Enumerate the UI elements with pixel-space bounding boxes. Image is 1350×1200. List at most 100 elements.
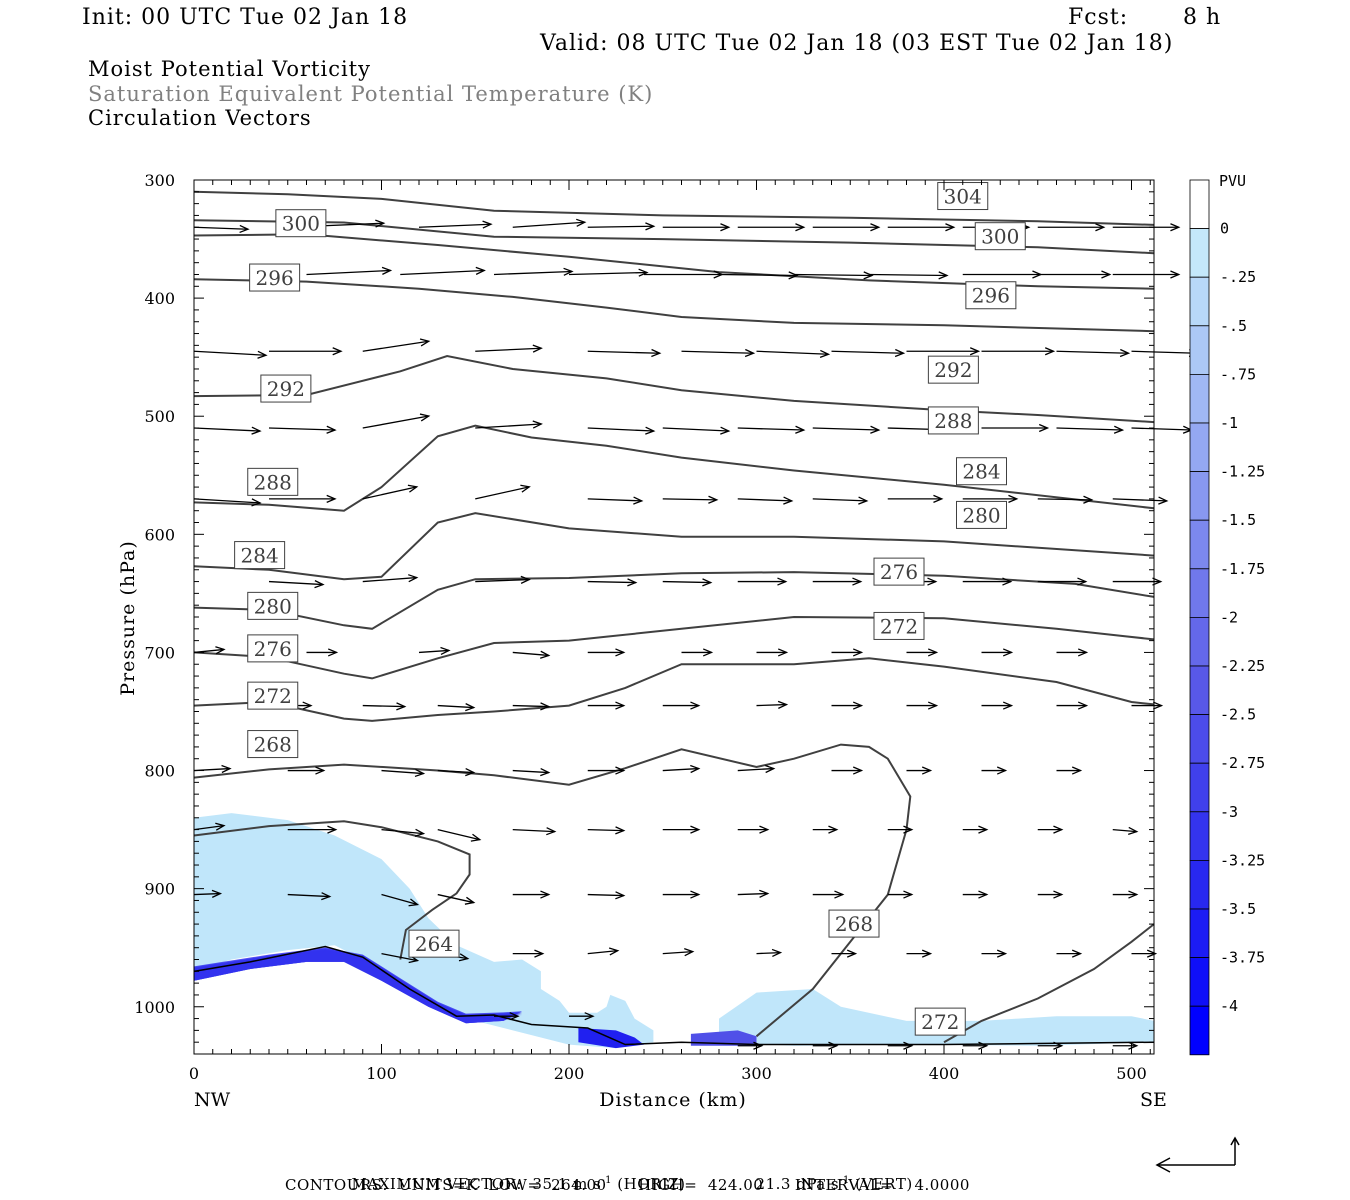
vector-head xyxy=(903,825,914,834)
vector-arrow xyxy=(437,893,476,905)
vector-head xyxy=(933,494,944,503)
vector-shaft xyxy=(193,892,221,896)
vector-head xyxy=(375,219,386,228)
vector-head xyxy=(927,648,939,657)
contour-label-box xyxy=(247,681,299,710)
vector-arrow xyxy=(193,889,223,898)
vector-head xyxy=(870,223,881,232)
vector-shaft xyxy=(268,580,324,586)
vector-arrow xyxy=(587,222,656,231)
vector-arrow xyxy=(906,701,939,710)
vector-arrow xyxy=(887,890,914,899)
colorbar-label: -.5 xyxy=(1220,317,1247,335)
vector-head xyxy=(1002,701,1014,710)
vector-arrow xyxy=(887,825,914,834)
vector-arrow xyxy=(1131,348,1200,358)
vector-arrow xyxy=(662,578,713,587)
y-tick-label: 600 xyxy=(144,525,175,544)
vector-shaft xyxy=(193,498,261,504)
vector-head xyxy=(1044,347,1056,356)
vector-arrow xyxy=(193,350,268,359)
colorbar-label: 0 xyxy=(1220,220,1229,238)
contour-line xyxy=(193,278,1155,333)
vector-head xyxy=(852,577,863,586)
vector-arrow xyxy=(887,494,944,503)
vector-head xyxy=(996,949,1008,958)
vector-shaft xyxy=(737,892,768,896)
contour-line xyxy=(193,512,1155,581)
y-tick-label: 1000 xyxy=(134,998,175,1017)
contour-label-box xyxy=(247,467,299,496)
mpv-shade-core xyxy=(690,1030,757,1046)
contour-label-box xyxy=(914,1007,966,1036)
vector-shaft xyxy=(793,273,873,277)
vector-head xyxy=(1127,826,1139,836)
vector-head xyxy=(852,766,864,775)
x-axis-right-label: SE xyxy=(1140,1089,1167,1111)
contour-info-footer: CONTOURS: UNITS=K LOW= 264.00 HIGH= 424.… xyxy=(285,1176,970,1194)
vector-arrow xyxy=(381,828,426,837)
vector-head xyxy=(470,833,482,842)
contour-label-box xyxy=(965,281,1017,310)
contour-line xyxy=(193,820,471,960)
vector-head xyxy=(921,766,933,775)
contour-line xyxy=(193,190,1155,226)
max-vector-vert-exp: -1 xyxy=(839,1175,850,1186)
vector-arrow xyxy=(400,266,486,276)
vector-shaft xyxy=(587,893,624,897)
vector-head xyxy=(615,648,626,657)
vector-head xyxy=(903,890,914,899)
vector-shaft xyxy=(512,704,549,708)
forecast-label: Fcst: xyxy=(1068,5,1129,30)
vector-arrow xyxy=(662,948,695,957)
vector-arrow xyxy=(512,702,551,711)
vector-shaft xyxy=(362,704,405,708)
vector-head xyxy=(720,223,731,232)
vector-arrow xyxy=(1037,890,1064,899)
vector-head xyxy=(440,646,451,656)
vector-head xyxy=(608,947,620,956)
vector-arrow xyxy=(662,701,701,710)
valid-time: Valid: 08 UTC Tue 02 Jan 18 (03 EST Tue … xyxy=(540,31,1174,56)
vector-head xyxy=(690,890,701,899)
vector-head xyxy=(720,426,731,435)
colorbar-cell xyxy=(1189,957,1210,1007)
vector-shaft xyxy=(587,580,636,584)
vector-shaft xyxy=(587,498,642,502)
vector-arrow xyxy=(1112,270,1181,279)
max-vector-horiz-unit: (HORIZ) xyxy=(612,1175,686,1193)
vector-head xyxy=(702,648,714,657)
y-tick-label: 500 xyxy=(144,407,175,426)
vector-head xyxy=(633,496,644,505)
vector-head xyxy=(408,574,419,583)
vector-head xyxy=(852,701,864,710)
contour-label-text: 304 xyxy=(944,185,982,209)
vector-arrow xyxy=(362,574,419,583)
vector-shaft xyxy=(756,703,787,707)
vector-arrow xyxy=(831,348,906,358)
vector-arrow xyxy=(193,224,250,234)
vector-head xyxy=(1002,648,1014,657)
vector-head xyxy=(414,828,426,837)
vector-arrow xyxy=(1131,701,1164,710)
vector-head xyxy=(1077,648,1089,657)
vector-shaft xyxy=(1056,427,1123,431)
axes: 300 400 500 600 700 800 900 1000 0 100 200 300 400 50… xyxy=(134,171,1154,1083)
vector-arrow xyxy=(981,949,1008,958)
vector-arrow xyxy=(662,495,719,504)
vector-head xyxy=(1170,270,1181,279)
vector-shaft xyxy=(362,576,417,583)
vector-arrow xyxy=(587,766,626,775)
vector-shaft xyxy=(587,225,654,228)
vector-arrow xyxy=(831,949,858,958)
x-tick-label: 0 xyxy=(189,1064,199,1083)
vector-shaft xyxy=(662,950,693,955)
vector-arrow xyxy=(962,825,989,834)
vector-arrow xyxy=(1037,1041,1064,1050)
vector-shaft xyxy=(587,828,624,832)
contour-label-text: 292 xyxy=(934,358,972,382)
vector-head xyxy=(1113,425,1125,434)
vector-arrow xyxy=(587,348,662,358)
vector-shaft xyxy=(568,271,648,276)
vector-shaft xyxy=(475,347,542,352)
